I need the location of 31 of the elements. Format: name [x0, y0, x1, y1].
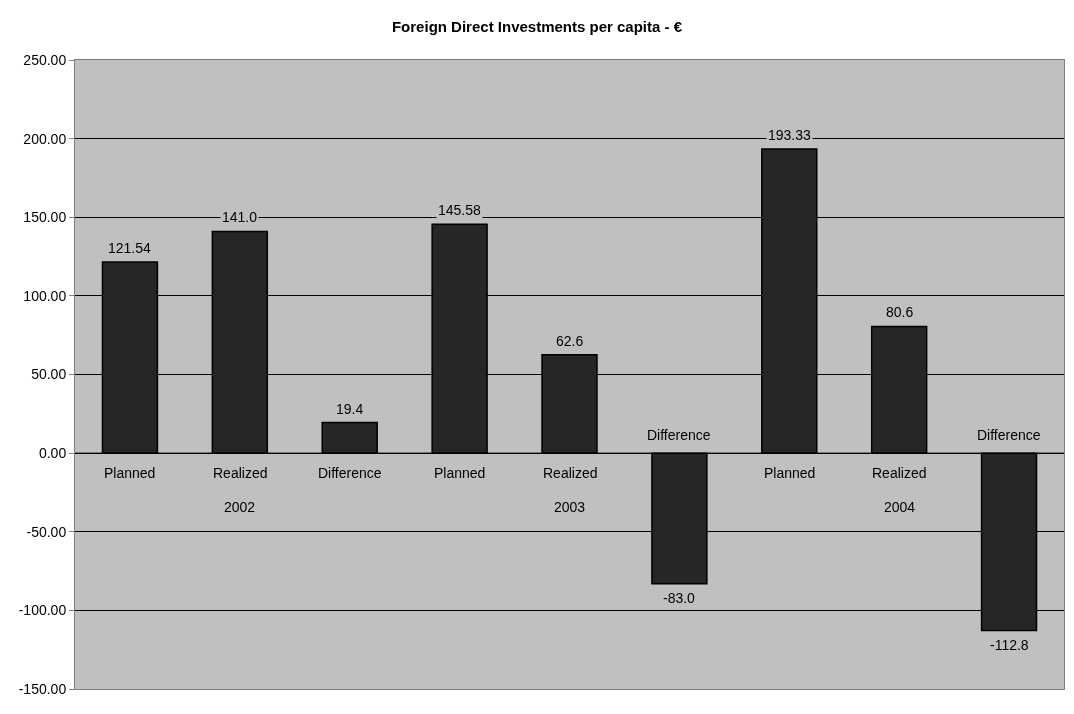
- data-label: 145.58: [438, 202, 482, 218]
- annotation: 2003: [554, 499, 586, 515]
- x-tick-label: Realized: [543, 465, 598, 481]
- y-tick-label: 150.00: [23, 209, 67, 226]
- x-tick-label: Planned: [434, 465, 486, 481]
- data-label: 62.6: [556, 333, 584, 349]
- chart-title: Foreign Direct Investments per capita - €: [391, 17, 683, 35]
- data-label: -83.0: [663, 590, 696, 606]
- data-label: 121.54: [108, 240, 152, 256]
- x-tick-label: Difference: [647, 427, 711, 443]
- y-tick-label: 50.00: [31, 366, 67, 383]
- x-tick-label: Planned: [764, 465, 816, 481]
- annotation: 2004: [884, 499, 916, 515]
- y-tick-label: -150.00: [18, 680, 67, 697]
- data-label: -112.8: [990, 637, 1029, 653]
- y-tick-label: 0.00: [38, 445, 67, 462]
- data-label: 193.33: [768, 127, 812, 143]
- y-tick-label: -100.00: [18, 602, 67, 619]
- x-tick-label: Realized: [872, 465, 927, 481]
- x-tick-label: Planned: [104, 465, 156, 481]
- y-tick-label: -50.00: [26, 523, 67, 540]
- x-tick-label: Realized: [213, 465, 268, 481]
- data-label: 80.6: [886, 304, 914, 320]
- data-label: 141.0: [222, 209, 258, 225]
- y-tick-label: 250.00: [23, 51, 67, 68]
- x-tick-label: Difference: [318, 465, 382, 481]
- x-tick-label: Difference: [977, 427, 1041, 443]
- data-label: 19.4: [336, 401, 364, 417]
- y-tick-label: 100.00: [23, 287, 67, 304]
- y-tick-label: 200.00: [23, 130, 67, 147]
- annotation: 2002: [224, 499, 256, 515]
